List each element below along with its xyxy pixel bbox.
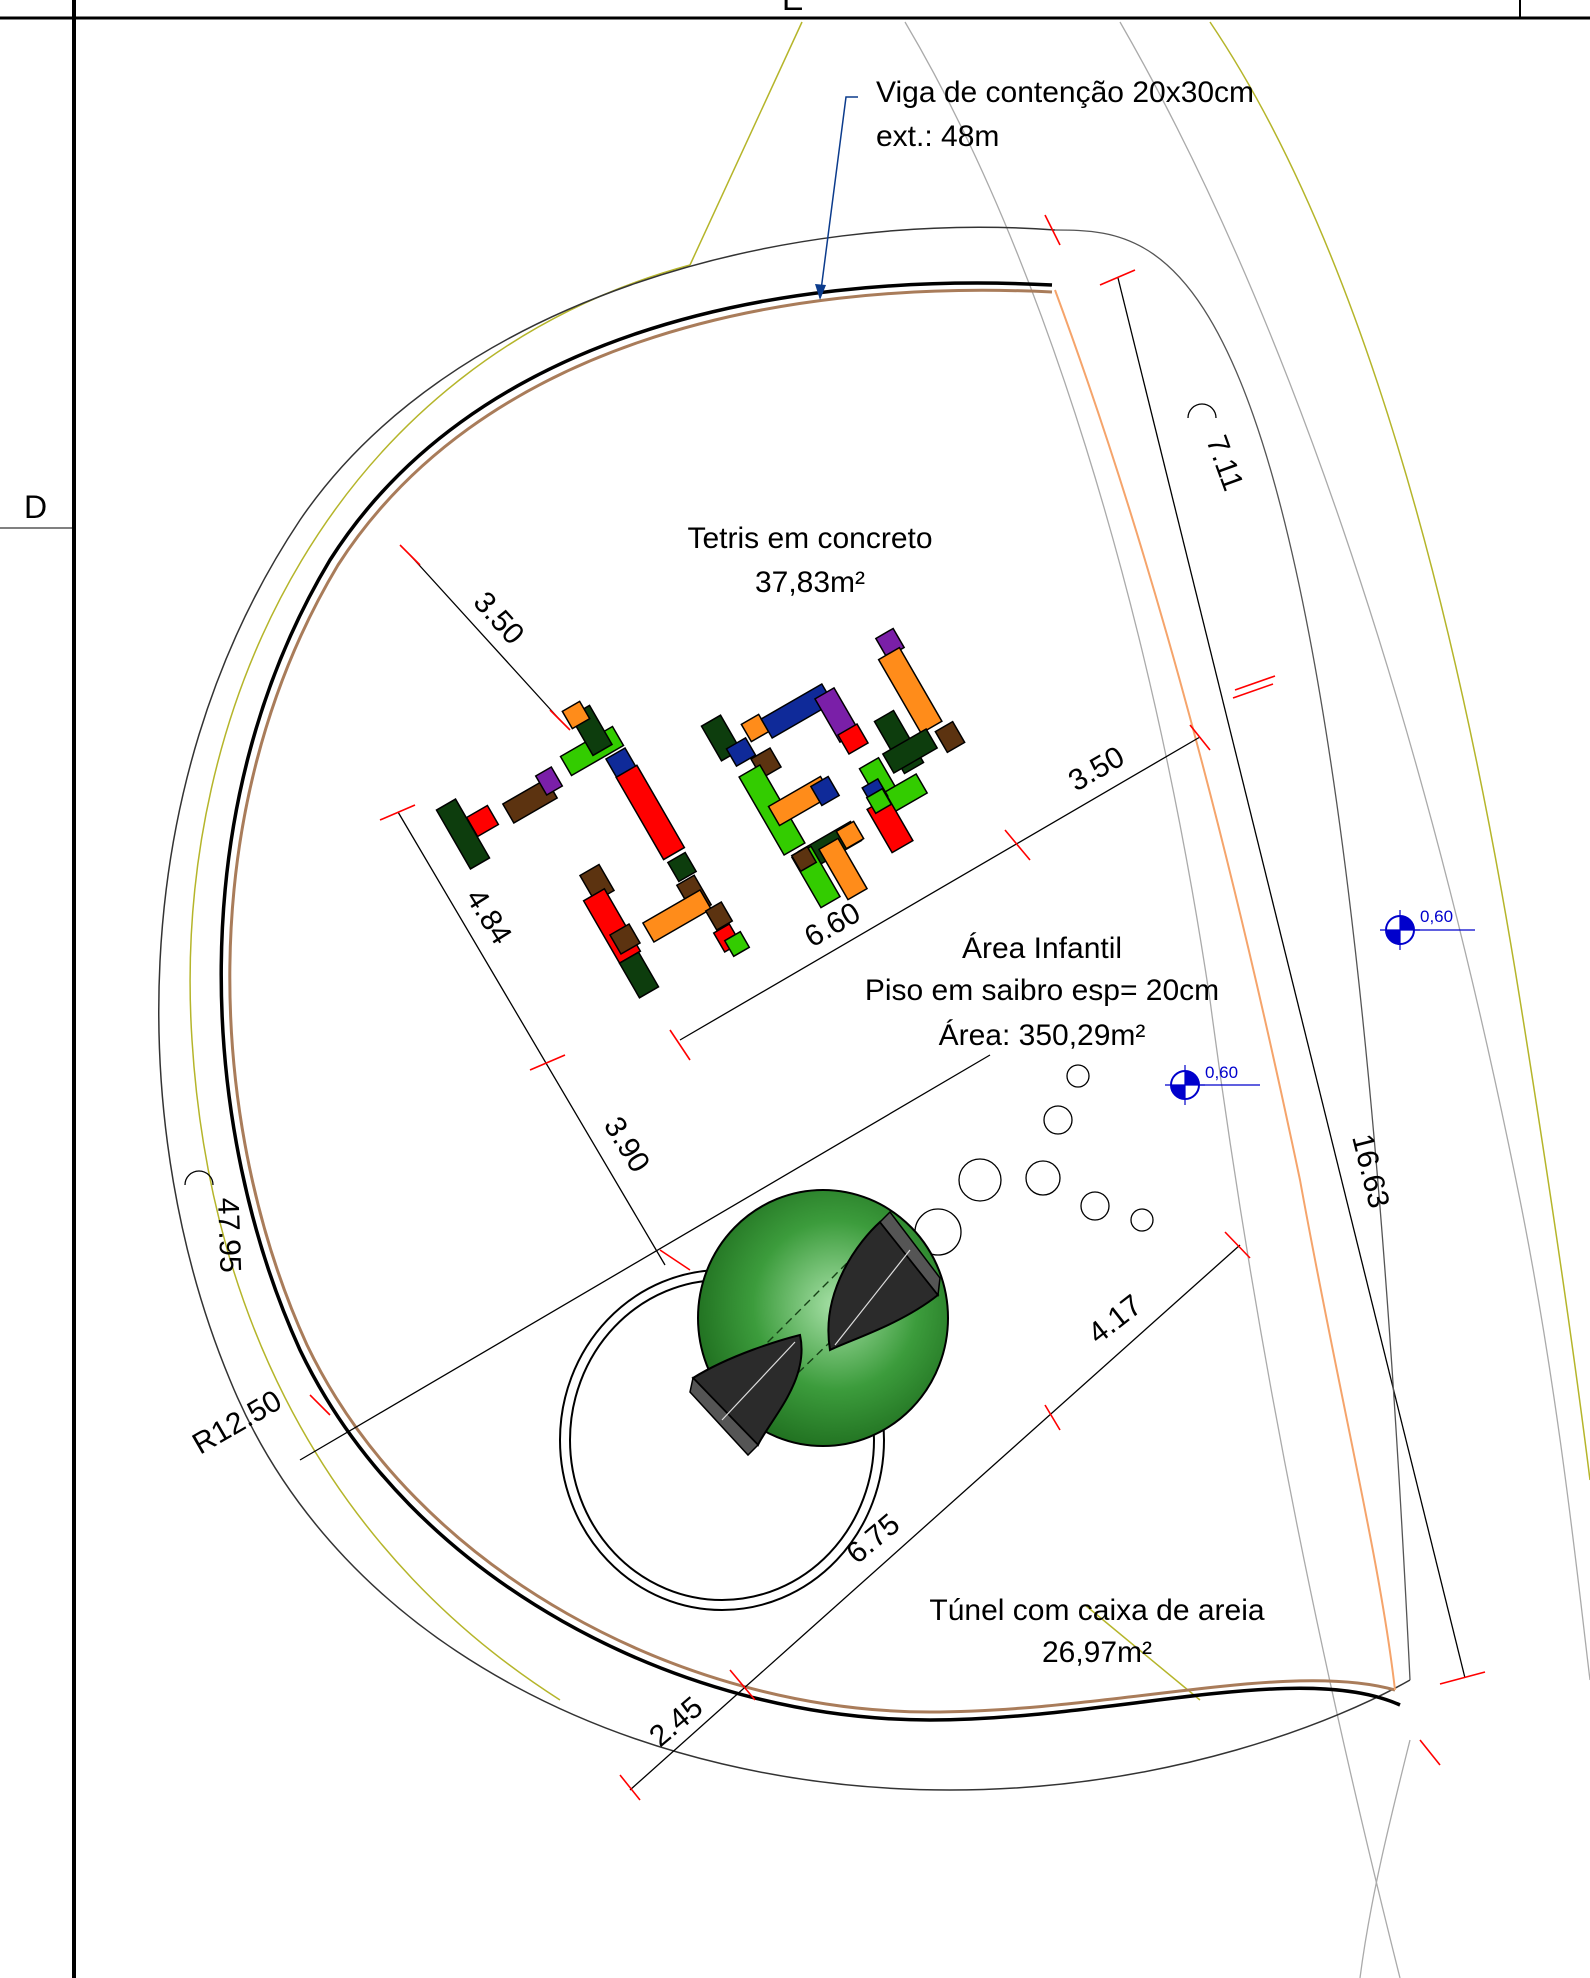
dim-6-60: 6.60 [799,896,866,954]
level-marker-1 [1380,910,1475,950]
dim-3-50-right: 3.50 [1063,740,1130,798]
tunnel [689,1189,949,1457]
tetris-group-2 [700,682,870,909]
dim-6-75: 6.75 [840,1508,906,1571]
area-label-line1: Área Infantil [962,932,1122,965]
dimension-ticks [309,214,1486,1801]
grid-label-top: E [782,0,803,17]
level-value-2: 0,60 [1205,1063,1238,1082]
arc-length-symbols [184,403,1217,1186]
tetris-group-1 [435,700,751,999]
level-marker-2 [1165,1065,1260,1105]
arc-length-47-95: 47.95 [211,1197,247,1273]
level-value-1: 0,60 [1420,907,1453,926]
dim-4-84: 4.84 [459,883,518,950]
stepping-circles [914,1064,1154,1256]
tetris-blocks [435,627,966,999]
dim-16-63: 16.63 [1345,1131,1395,1212]
tetris-label-line1: Tetris em concreto [687,522,932,555]
grid-label-left: D [24,489,47,525]
tetris-group-3 [858,627,966,854]
dim-4-17: 4.17 [1082,1289,1148,1351]
dim-3-50-tetris-offset: 3.50 [467,586,531,651]
beam-label-line1: Viga de contenção 20x30cm [876,76,1254,109]
area-label-line2: Piso em saibro esp= 20cm [865,974,1219,1007]
tetris-label-line2: 37,83m² [755,566,865,599]
tunnel-label-line1: Túnel com caixa de areia [929,1594,1264,1627]
beam-label-line2: ext.: 48m [876,120,999,153]
beam-leader [815,96,858,300]
dimension-lines [299,229,1466,1791]
arc-length-7-11: 7.11 [1199,431,1249,495]
retaining-beam [158,226,1411,1791]
play-area-boundary [1054,289,1396,1691]
dim-3-90: 3.90 [597,1111,656,1178]
dim-2-45: 2.45 [643,1691,709,1754]
area-label-line3: Área: 350,29m² [939,1019,1146,1052]
tunnel-label-line2: 26,97m² [1042,1636,1152,1669]
